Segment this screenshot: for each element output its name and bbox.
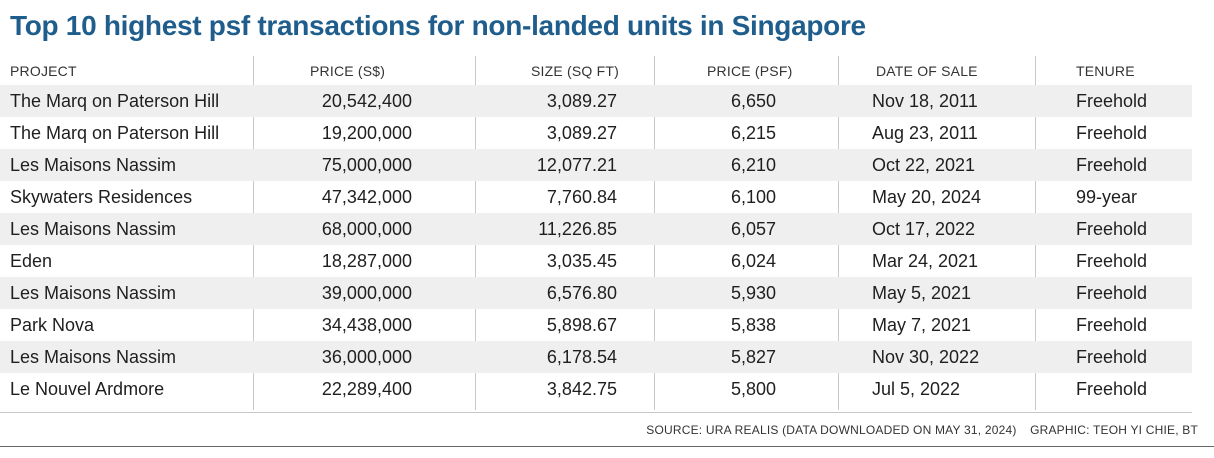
tenure-cell: Freehold <box>1076 314 1148 335</box>
project-cell: Les Maisons Nassim <box>10 282 177 303</box>
project-cell: The Marq on Paterson Hill <box>10 90 220 111</box>
table-bottom-rule <box>0 412 1192 413</box>
tenure-cell: Freehold <box>1076 250 1148 271</box>
size-cell: 6,576.80 <box>546 282 617 303</box>
chart-title: Top 10 highest psf transactions for non-… <box>10 10 866 41</box>
date-cell: Jul 5, 2022 <box>872 378 961 399</box>
header-psf: PRICE (PSF) <box>707 62 793 79</box>
tenure-cell: Freehold <box>1076 378 1148 399</box>
price-cell: 22,289,400 <box>321 378 412 399</box>
date-cell: Mar 24, 2021 <box>872 250 979 271</box>
date-cell: May 5, 2021 <box>872 282 972 303</box>
date-cell: May 20, 2024 <box>872 186 982 207</box>
psf-cell: 6,210 <box>730 154 776 175</box>
psf-cell: 6,057 <box>730 218 776 239</box>
price-cell: 36,000,000 <box>321 346 412 367</box>
graphic-credit: GRAPHIC: TEOH YI CHIE, BT <box>1030 423 1198 437</box>
psf-cell: 6,100 <box>730 186 776 207</box>
header-project: PROJECT <box>10 62 77 79</box>
price-cell: 47,342,000 <box>321 186 412 207</box>
psf-cell: 6,650 <box>730 90 776 111</box>
header-size: SIZE (SQ FT) <box>531 62 619 79</box>
tenure-cell: Freehold <box>1076 282 1148 303</box>
size-cell: 7,760.84 <box>546 186 617 207</box>
tenure-cell: Freehold <box>1076 218 1148 239</box>
price-cell: 75,000,000 <box>321 154 412 175</box>
project-cell: Eden <box>10 250 53 271</box>
table-row: Les Maisons Nassim 75,000,000 12,077.21 6,2… <box>0 149 1192 181</box>
table-row: Eden 18,287,000 3,035.45 6,024 Mar 24, 2021 F… <box>0 245 1192 277</box>
psf-cell: 5,800 <box>730 378 776 399</box>
table-row: The Marq on Paterson Hill 19,200,000 3,089… <box>0 117 1192 149</box>
tenure-cell: Freehold <box>1076 90 1148 111</box>
tenure-cell: Freehold <box>1076 346 1148 367</box>
date-cell: Nov 18, 2011 <box>872 90 978 111</box>
psf-cell: 5,827 <box>730 346 776 367</box>
table-row: Les Maisons Nassim 36,000,000 6,178.54 5,82… <box>0 341 1192 373</box>
price-cell: 19,200,000 <box>321 122 412 143</box>
table-row: Le Nouvel Ardmore 22,289,400 3,842.75 5,800… <box>0 373 1192 405</box>
size-cell: 5,898.67 <box>546 314 617 335</box>
table-row: Les Maisons Nassim 68,000,000 11,226.85 6,0… <box>0 213 1192 245</box>
date-cell: Aug 23, 2011 <box>872 122 978 143</box>
header-tenure: TENURE <box>1076 62 1135 79</box>
psf-cell: 6,215 <box>730 122 776 143</box>
price-cell: 34,438,000 <box>321 314 412 335</box>
project-cell: Skywaters Residences <box>10 186 193 207</box>
project-cell: Les Maisons Nassim <box>10 154 177 175</box>
size-cell: 3,035.45 <box>546 250 617 271</box>
footer-rule <box>0 446 1214 447</box>
project-cell: Les Maisons Nassim <box>10 346 177 367</box>
date-cell: Nov 30, 2022 <box>872 346 980 367</box>
header-date: DATE OF SALE <box>876 62 978 79</box>
price-cell: 68,000,000 <box>321 218 412 239</box>
source-text: SOURCE: URA REALIS (DATA DOWNLOADED ON M… <box>646 423 1017 437</box>
size-cell: 3,089.27 <box>546 90 617 111</box>
tenure-cell: Freehold <box>1076 154 1148 175</box>
table-row: Skywaters Residences 47,342,000 7,760.84 6,… <box>0 181 1192 213</box>
project-cell: The Marq on Paterson Hill <box>10 122 220 143</box>
source-note: SOURCE: URA REALIS (DATA DOWNLOADED ON M… <box>0 423 1198 437</box>
project-cell: Park Nova <box>10 314 95 335</box>
price-cell: 20,542,400 <box>321 90 412 111</box>
size-cell: 6,178.54 <box>546 346 617 367</box>
project-cell: Le Nouvel Ardmore <box>10 378 165 399</box>
table-row: Les Maisons Nassim 39,000,000 6,576.80 5,93… <box>0 277 1192 309</box>
price-cell: 39,000,000 <box>321 282 412 303</box>
table-row: The Marq on Paterson Hill 20,542,400 3,089… <box>0 85 1192 117</box>
header-price: PRICE (S$) <box>310 62 386 79</box>
project-cell: Les Maisons Nassim <box>10 218 177 239</box>
table-row: Park Nova 34,438,000 5,898.67 5,838 May 7, 2… <box>0 309 1192 341</box>
size-cell: 3,089.27 <box>546 122 617 143</box>
size-cell: 3,842.75 <box>546 378 617 399</box>
transactions-table: PROJECT PRICE (S$) SIZE (SQ FT) PRICE (P… <box>0 56 1192 410</box>
size-cell: 12,077.21 <box>536 154 617 175</box>
tenure-cell: Freehold <box>1076 122 1148 143</box>
date-cell: Oct 17, 2022 <box>872 218 976 239</box>
table-header-row: PROJECT PRICE (S$) SIZE (SQ FT) PRICE (P… <box>0 56 1192 85</box>
psf-cell: 6,024 <box>730 250 776 271</box>
psf-cell: 5,838 <box>730 314 776 335</box>
tenure-cell: 99-year <box>1076 186 1138 207</box>
price-cell: 18,287,000 <box>321 250 412 271</box>
size-cell: 11,226.85 <box>538 218 617 239</box>
date-cell: May 7, 2021 <box>872 314 972 335</box>
psf-cell: 5,930 <box>730 282 776 303</box>
date-cell: Oct 22, 2021 <box>872 154 976 175</box>
